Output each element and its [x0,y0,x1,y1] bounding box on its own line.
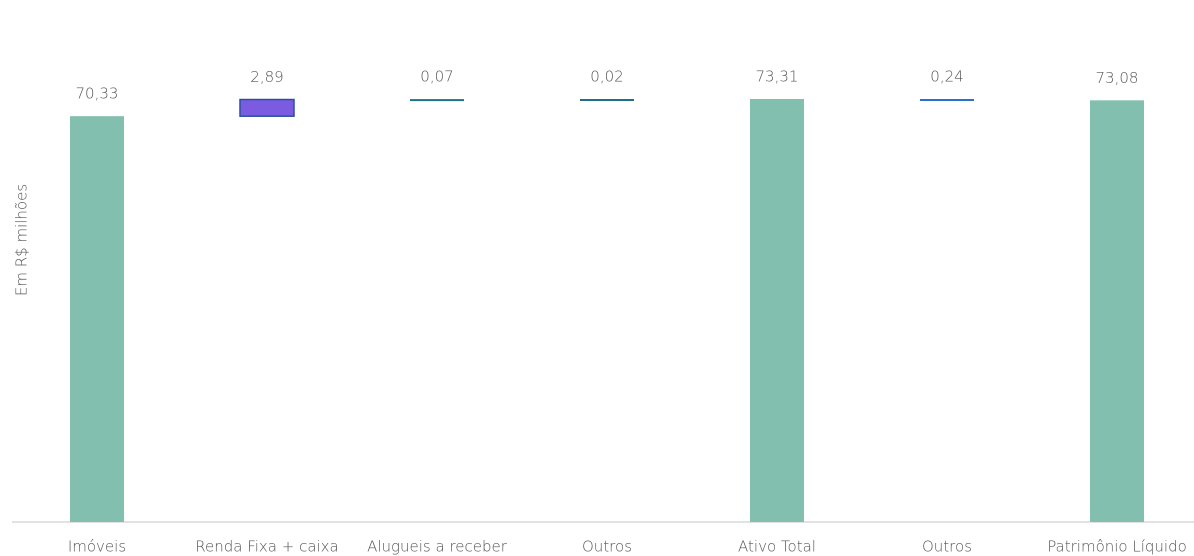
x-tick-label: Outros [582,538,632,556]
bar [70,116,124,523]
x-tick-label: Patrimônio Líquido [1047,538,1187,556]
x-tick-label: Renda Fixa + caixa [195,538,339,556]
x-tick-label: Outros [922,538,972,556]
value-label: 0,24 [930,68,963,86]
value-label: 2,89 [250,68,283,86]
x-tick-label: Imóveis [68,538,126,556]
bar [920,99,974,101]
value-label: 73,08 [1096,69,1139,87]
bar [410,99,464,102]
bar [1090,100,1144,523]
value-label: 0,07 [420,68,453,86]
value-label: 73,31 [756,68,799,86]
bar [580,99,634,101]
x-tick-label: Alugueis a receber [367,538,508,556]
y-axis-label: Em R$ milhões [13,184,31,296]
x-tick-label: Ativo Total [738,538,816,556]
bar [750,99,804,522]
value-label: 70,33 [76,85,119,103]
value-label: 0,02 [590,68,623,86]
bar [239,98,295,117]
